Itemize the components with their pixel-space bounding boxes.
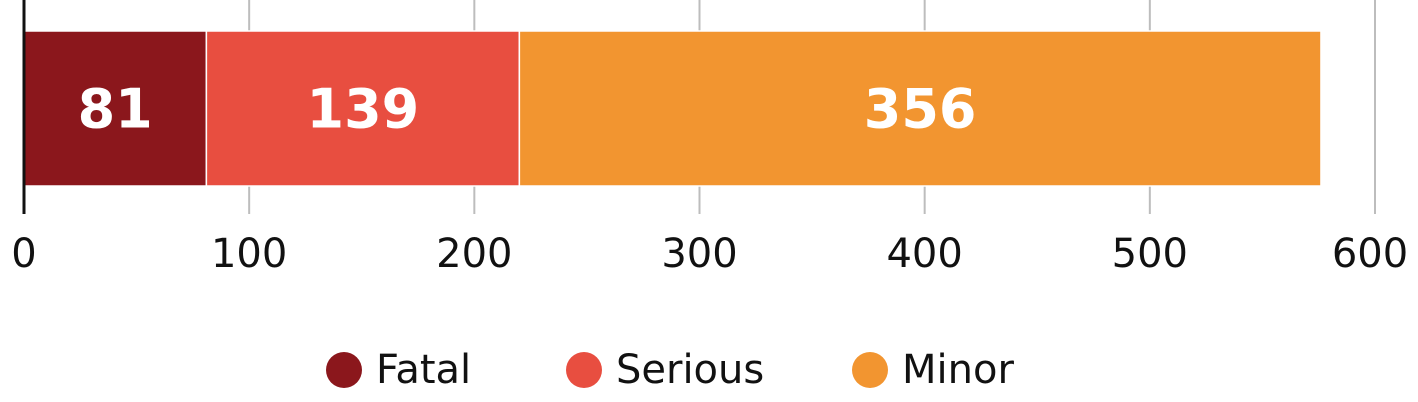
bar-label-fatal: 81 <box>78 78 153 141</box>
legend-item-serious: Serious <box>566 347 764 393</box>
bar-label-serious: 139 <box>307 78 420 141</box>
legend-item-minor: Minor <box>852 347 1014 393</box>
x-tick-label-400: 400 <box>886 231 962 277</box>
x-tick-label-100: 100 <box>211 231 287 277</box>
legend-label-minor: Minor <box>902 347 1014 393</box>
legend-swatch-minor <box>852 352 888 388</box>
x-tick-label-600: 600 <box>1332 231 1408 277</box>
x-tick-label-300: 300 <box>661 231 737 277</box>
x-tick-label-500: 500 <box>1112 231 1188 277</box>
bars <box>23 30 1322 187</box>
bar-labels: 81 139 356 <box>78 78 977 141</box>
legend-item-fatal: Fatal <box>326 347 471 393</box>
legend-label-fatal: Fatal <box>376 347 471 393</box>
bar-fatal <box>23 30 208 187</box>
legend-label-serious: Serious <box>616 347 764 393</box>
legend-swatch-fatal <box>326 352 362 388</box>
bar-minor <box>518 30 1322 187</box>
x-tick-label-200: 200 <box>436 231 512 277</box>
x-tick-label-0: 0 <box>11 231 36 277</box>
x-axis-tick-labels: 0 100 200 300 400 500 600 <box>11 231 1408 277</box>
bar-label-minor: 356 <box>864 78 977 141</box>
legend-swatch-serious <box>566 352 602 388</box>
legend: Fatal Serious Minor <box>326 347 1014 393</box>
